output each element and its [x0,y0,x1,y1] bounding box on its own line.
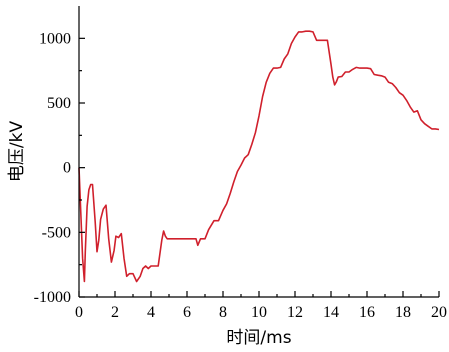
x-tick-label: 18 [395,304,411,321]
x-tick-label: 16 [359,304,375,321]
y-tick-label: -500 [42,224,71,241]
y-axis-title: 电压/kV [7,121,27,183]
x-tick-label: 14 [323,304,339,321]
x-tick-label: 10 [251,304,267,321]
y-tick-label: 1000 [39,30,71,47]
y-tick-label: -1000 [34,289,71,306]
x-tick-label: 2 [111,304,119,321]
plot-area [78,30,440,283]
x-tick-label: 20 [431,304,447,321]
x-tick-label: 8 [219,304,227,321]
axes [78,6,439,298]
x-axis-title: 时间/ms [226,328,291,348]
x-tick-label: 6 [183,304,191,321]
y-tick-label: 500 [47,95,71,112]
y-tick-label: 0 [63,160,71,177]
y-axis-ticks: -1000 -500 0 500 1000 [34,30,85,306]
x-tick-label: 0 [75,304,83,321]
x-tick-label: 4 [147,304,155,321]
voltage-series-line [78,30,440,283]
x-axis-ticks: 0 2 4 6 8 10 12 14 16 18 20 [75,291,447,321]
x-tick-label: 12 [287,304,303,321]
